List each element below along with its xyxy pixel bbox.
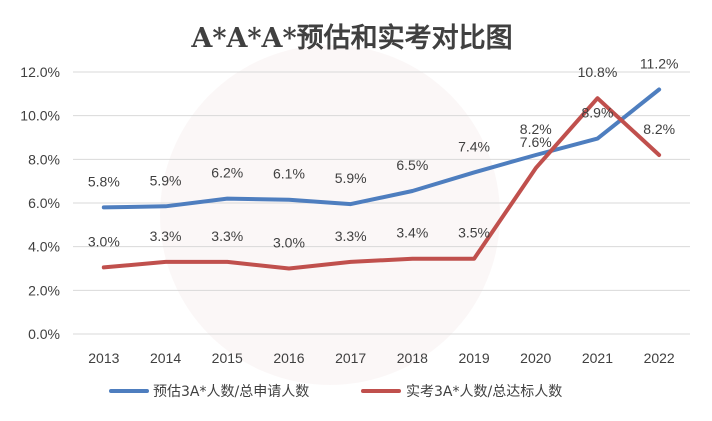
data-labels: 5.8% 5.9% 6.2% 6.1% 5.9% 6.5% 7.4% 8.2% 8.9% 11.2…	[88, 55, 679, 250]
data-label: 11.2%	[640, 55, 679, 71]
legend-label-1: 预估3A*人数/总申请人数	[153, 384, 309, 400]
legend-label-2: 实考3A*人数/总达标人数	[406, 384, 562, 400]
y-tick-label: 8.0%	[28, 151, 60, 167]
x-tick-label: 2013	[88, 350, 119, 366]
gridlines	[73, 71, 690, 335]
data-label: 8.2%	[643, 121, 675, 137]
x-tick-label: 2016	[273, 350, 304, 366]
data-label: 3.5%	[458, 225, 490, 241]
x-axis-ticks: 2013 2014 2015 2016 2017 2018 2019 2020 2021 2022	[88, 350, 675, 366]
x-tick-label: 2018	[397, 350, 428, 366]
data-label: 7.4%	[458, 138, 490, 154]
data-label: 5.9%	[150, 172, 182, 188]
y-tick-label: 0.0%	[28, 326, 60, 342]
x-tick-label: 2017	[335, 350, 366, 366]
data-label: 7.6%	[520, 134, 552, 150]
data-label: 3.0%	[273, 235, 305, 251]
y-tick-label: 12.0%	[20, 64, 60, 80]
x-tick-label: 2022	[644, 350, 675, 366]
chart-title: A*A*A*预估和实考对比图	[190, 22, 512, 54]
data-label: 5.9%	[335, 170, 367, 186]
x-tick-label: 2021	[582, 350, 613, 366]
data-label: 8.2%	[520, 121, 552, 137]
y-tick-label: 6.0%	[28, 195, 60, 211]
series-line-2	[101, 96, 662, 271]
data-label: 10.8%	[578, 64, 618, 80]
data-label: 3.3%	[335, 228, 367, 244]
x-tick-label: 2019	[458, 350, 489, 366]
series-line-1	[101, 87, 662, 210]
data-label: 3.0%	[88, 233, 120, 249]
data-label: 6.2%	[211, 165, 243, 181]
x-tick-label: 2020	[520, 350, 551, 366]
x-tick-label: 2014	[150, 350, 181, 366]
data-label: 5.8%	[88, 173, 120, 189]
series-lines	[101, 87, 662, 271]
data-label: 6.5%	[396, 157, 428, 173]
x-tick-label: 2015	[212, 350, 243, 366]
watermark-circle	[160, 45, 500, 385]
data-label: 8.9%	[581, 105, 613, 121]
y-axis-ticks: 0.0% 2.0% 4.0% 6.0% 8.0% 10.0% 12.0%	[20, 64, 60, 342]
data-label: 6.1%	[273, 166, 305, 182]
y-tick-label: 4.0%	[28, 239, 60, 255]
data-label: 3.3%	[150, 228, 182, 244]
legend: 预估3A*人数/总申请人数 实考3A*人数/总达标人数	[109, 384, 562, 400]
data-label: 3.4%	[396, 225, 428, 241]
y-tick-label: 2.0%	[28, 282, 60, 298]
y-tick-label: 10.0%	[20, 108, 60, 124]
data-label: 3.3%	[211, 228, 243, 244]
